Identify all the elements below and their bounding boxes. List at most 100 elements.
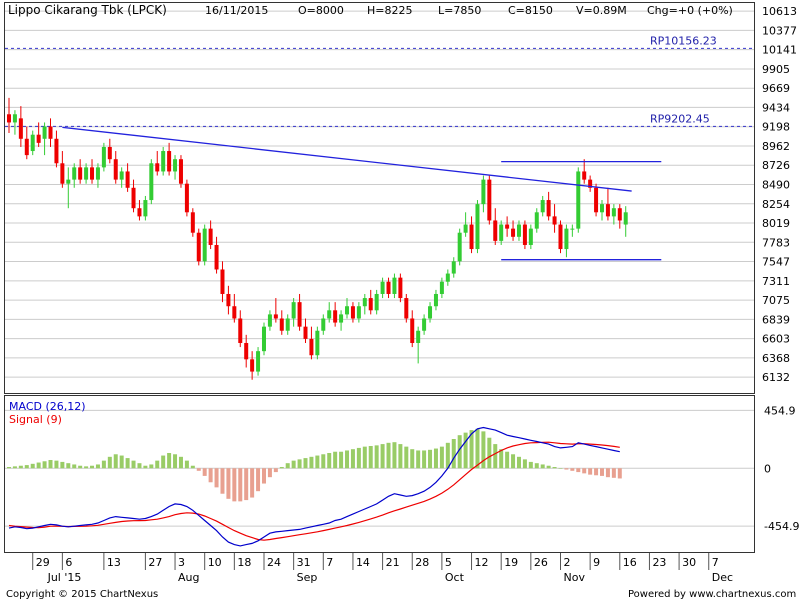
candle-body [404, 298, 409, 319]
macd-histogram-bar [12, 466, 17, 469]
x-month-label: Oct [445, 571, 465, 584]
macd-histogram-bar [457, 435, 462, 469]
macd-histogram-bar [101, 460, 106, 469]
macd-histogram-bar [238, 468, 243, 502]
copyright-text: Copyright © 2015 ChartNexus [6, 589, 158, 600]
x-month-label: Jul '15 [47, 571, 82, 584]
header-volume: V=0.89M [576, 4, 627, 17]
macd-histogram-bar [428, 449, 433, 469]
macd-histogram-bar [72, 464, 77, 469]
macd-histogram-bar [386, 442, 391, 469]
price-tick-label: 9434 [762, 101, 790, 114]
resistance-label: RP9202.45 [650, 112, 710, 125]
candle-body [125, 171, 130, 188]
x-day-label: 31 [297, 556, 311, 569]
candle-body [327, 310, 332, 319]
price-tick-label: 8726 [762, 159, 790, 172]
price-tick-label: 10377 [762, 24, 797, 37]
macd-histogram [7, 428, 622, 502]
macd-histogram-bar [582, 468, 587, 474]
macd-histogram-bar [398, 444, 403, 469]
macd-histogram-bar [250, 468, 255, 498]
macd-histogram-bar [439, 446, 444, 469]
candle-body [457, 232, 462, 262]
macd-histogram-bar [404, 446, 409, 469]
macd-histogram-bar [244, 468, 249, 501]
x-day-label: 19 [504, 556, 518, 569]
candle-body [167, 151, 172, 172]
candle-body [475, 204, 480, 250]
x-day-label: 10 [208, 556, 222, 569]
candle-body [24, 138, 29, 156]
candle-body [7, 114, 11, 123]
candle-body [273, 314, 278, 319]
x-day-label: 28 [415, 556, 429, 569]
chart-title: Lippo Cikarang Tbk (LPCK) [8, 3, 167, 17]
candle-body [451, 261, 456, 274]
candle-body [42, 126, 47, 139]
x-day-label: 14 [356, 556, 370, 569]
candle-body [143, 200, 148, 217]
candle-body [196, 232, 201, 262]
signal-label: Signal (9) [9, 413, 62, 426]
x-day-label: 5 [445, 556, 452, 569]
candle-body [119, 171, 124, 180]
candle-body [66, 179, 71, 184]
macd-histogram-bar [422, 450, 427, 469]
macd-histogram-bar [321, 454, 326, 469]
macd-histogram-bar [256, 468, 261, 492]
candle-body [137, 208, 142, 217]
candle-body [600, 204, 604, 213]
macd-grid [5, 409, 754, 527]
macd-histogram-bar [327, 453, 332, 469]
macd-histogram-bar [356, 447, 361, 469]
candle-body [303, 326, 308, 339]
macd-histogram-bar [345, 450, 350, 469]
candle-body [356, 306, 361, 319]
macd-histogram-bar [451, 439, 456, 469]
macd-histogram-bar [303, 458, 308, 469]
candle-body [398, 277, 403, 299]
macd-histogram-bar [279, 467, 284, 469]
macd-histogram-bar [362, 446, 367, 469]
candle-body [499, 224, 504, 241]
macd-histogram-bar [588, 468, 593, 475]
x-day-label: 24 [267, 556, 281, 569]
macd-histogram-bar [522, 459, 527, 469]
macd-histogram-bar [511, 454, 516, 469]
candle-body [285, 318, 290, 331]
x-day-label: 3 [178, 556, 185, 569]
macd-histogram-bar [48, 460, 53, 469]
macd-histogram-bar [487, 437, 492, 469]
candle-body [386, 281, 391, 294]
macd-histogram-bar [226, 468, 231, 499]
candle-body [528, 228, 533, 245]
header-close: C=8150 [508, 4, 553, 17]
candle-body [558, 224, 563, 250]
powered-by-text: Powered by www.chartnexus.com [628, 589, 796, 600]
macd-histogram-bar [570, 468, 575, 471]
candle-body [12, 114, 17, 123]
price-tick-label: 10613 [762, 5, 797, 18]
price-tick-label: 9669 [762, 82, 790, 95]
candle-body [546, 200, 551, 217]
candle-body [214, 244, 219, 270]
price-tick-label: 8962 [762, 140, 790, 153]
candle-body [267, 314, 272, 327]
price-panel [4, 2, 755, 394]
candle-body [36, 134, 41, 143]
price-tick-label: 9905 [762, 63, 790, 76]
macd-histogram-bar [617, 468, 622, 479]
candle-body [220, 269, 225, 294]
macd-histogram-bar [552, 467, 557, 469]
macd-histogram-bar [232, 468, 237, 502]
candle-body [131, 187, 136, 209]
candle-body [433, 293, 438, 307]
macd-histogram-bar [261, 468, 266, 484]
macd-histogram-bar [433, 448, 438, 469]
macd-histogram-bar [131, 460, 136, 469]
x-day-label: 12 [475, 556, 489, 569]
header-open: O=8000 [298, 4, 344, 17]
x-day-label: 30 [682, 556, 696, 569]
candle-body [594, 187, 599, 213]
